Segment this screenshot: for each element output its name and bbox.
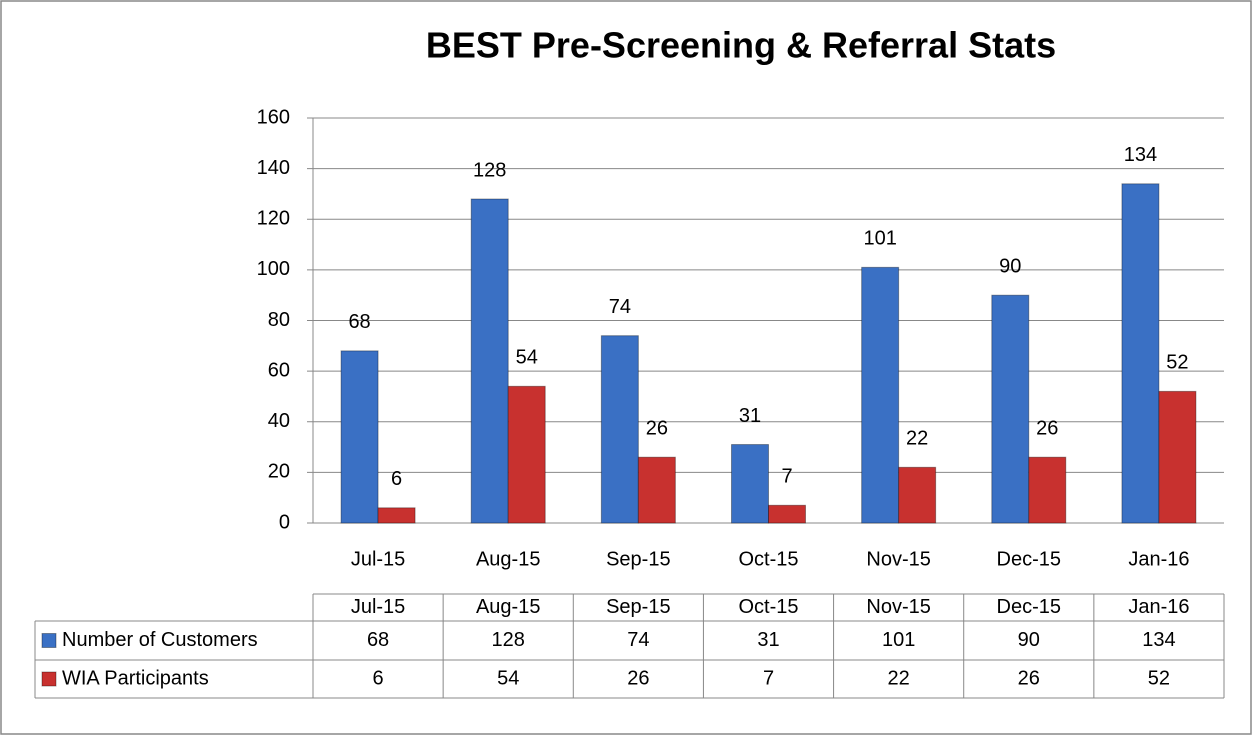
table-header: Nov-15 bbox=[866, 596, 930, 618]
bar bbox=[600, 335, 639, 524]
chart-title: BEST Pre-Screening & Referral Stats bbox=[426, 25, 1056, 66]
table-cell: 134 bbox=[1142, 629, 1175, 651]
data-label: 6 bbox=[391, 468, 402, 490]
data-label: 52 bbox=[1166, 352, 1188, 374]
table-header: Aug-15 bbox=[476, 596, 541, 618]
x-tick-label: Sep-15 bbox=[606, 548, 671, 570]
data-label: 128 bbox=[473, 159, 506, 181]
bar bbox=[470, 198, 509, 524]
bar bbox=[340, 350, 379, 524]
table-header: Oct-15 bbox=[738, 596, 798, 618]
data-label: 134 bbox=[1124, 144, 1157, 166]
table-cell: 54 bbox=[497, 667, 519, 689]
y-tick-label: 0 bbox=[279, 511, 290, 533]
x-tick-label: Dec-15 bbox=[997, 548, 1061, 570]
bar bbox=[507, 385, 546, 524]
table-cell: 52 bbox=[1148, 667, 1170, 689]
table-header: Dec-15 bbox=[997, 596, 1061, 618]
y-tick-label: 160 bbox=[257, 106, 290, 128]
x-tick-label: Oct-15 bbox=[738, 548, 798, 570]
bar bbox=[861, 266, 900, 524]
legend-label: WIA Participants bbox=[62, 667, 209, 689]
data-label: 54 bbox=[516, 347, 538, 369]
table-cell: 90 bbox=[1018, 629, 1040, 651]
table-cell: 31 bbox=[757, 629, 779, 651]
y-tick-label: 80 bbox=[268, 309, 290, 331]
y-tick-label: 140 bbox=[257, 157, 290, 179]
data-label: 74 bbox=[609, 296, 631, 318]
x-tick-label: Jan-16 bbox=[1128, 548, 1189, 570]
legend-key bbox=[41, 671, 57, 687]
y-tick-label: 100 bbox=[257, 258, 290, 280]
y-tick-label: 40 bbox=[268, 410, 290, 432]
bar bbox=[1028, 456, 1067, 524]
table-cell: 22 bbox=[888, 667, 910, 689]
table-cell: 26 bbox=[627, 667, 649, 689]
bar bbox=[1158, 390, 1197, 524]
data-label: 22 bbox=[906, 428, 928, 450]
table-cell: 74 bbox=[627, 629, 649, 651]
y-tick-label: 120 bbox=[257, 208, 290, 230]
data-label: 101 bbox=[863, 228, 896, 250]
x-tick-label: Jul-15 bbox=[351, 548, 405, 570]
data-label: 31 bbox=[739, 405, 761, 427]
bar bbox=[1121, 183, 1160, 524]
table-header: Sep-15 bbox=[606, 596, 671, 618]
y-tick-label: 60 bbox=[268, 359, 290, 381]
legend-key bbox=[41, 633, 57, 648]
x-tick-label: Nov-15 bbox=[866, 548, 930, 570]
bar bbox=[637, 456, 676, 524]
table-header: Jul-15 bbox=[351, 596, 405, 618]
table-cell: 68 bbox=[367, 629, 389, 651]
table-cell: 128 bbox=[492, 629, 525, 651]
y-tick-label: 20 bbox=[268, 461, 290, 483]
data-label: 26 bbox=[646, 417, 668, 439]
legend-label: Number of Customers bbox=[62, 629, 258, 651]
table-cell: 6 bbox=[373, 667, 384, 689]
table-cell: 7 bbox=[763, 667, 774, 689]
x-tick-label: Aug-15 bbox=[476, 548, 541, 570]
table-header: Jan-16 bbox=[1128, 596, 1189, 618]
data-label: 26 bbox=[1036, 417, 1058, 439]
bar bbox=[898, 466, 937, 524]
bar bbox=[377, 507, 416, 524]
bar bbox=[768, 504, 806, 524]
data-label: 7 bbox=[781, 466, 792, 488]
bar bbox=[731, 444, 769, 524]
table-cell: 26 bbox=[1018, 667, 1040, 689]
table-cell: 101 bbox=[882, 629, 915, 651]
bar bbox=[991, 294, 1030, 524]
data-label: 68 bbox=[348, 311, 370, 333]
data-label: 90 bbox=[999, 255, 1021, 277]
